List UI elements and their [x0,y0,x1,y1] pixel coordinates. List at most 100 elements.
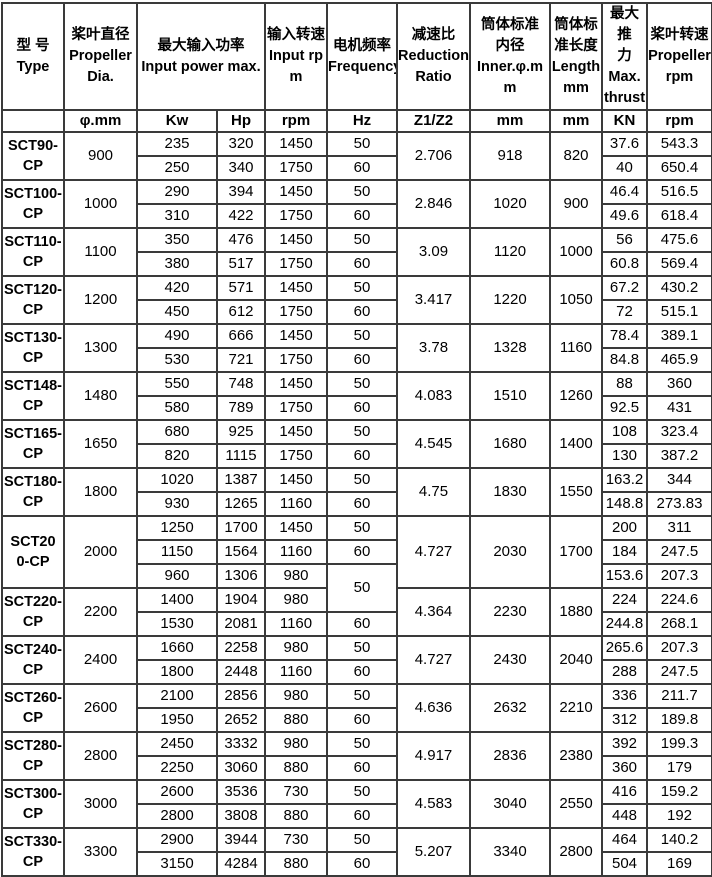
input-rpm-cell: 1160 [264,611,328,638]
hz-cell: 50 [326,515,398,542]
thrust-cell: 336 [601,683,648,710]
hz-cell: 50 [326,731,398,758]
col-header-input-power: 最大输入功率 Input power max. [136,1,266,112]
inner-dia-cell: 3340 [469,827,551,877]
table-row: SCT130- CP 1300 490 666 1450 50 3.78 1328 1160 78… [1,323,712,374]
hp-cell: 3332 [216,731,266,758]
length-cell: 1160 [549,323,603,374]
thrust-cell: 130 [601,443,648,470]
table-row: 820 1115 1750 60 130 387.2 [2,443,712,470]
propeller-rpm-cell: 247.5 [646,539,712,566]
propeller-rpm-cell: 516.5 [646,179,712,206]
model-cell: SCT300- CP [1,779,65,830]
input-rpm-cell: 1750 [264,299,328,326]
model-cell: SCT148- CP [1,371,65,422]
thrust-cell: 288 [601,659,648,686]
table-row: 310 422 1750 60 49.6 618.4 [2,203,712,230]
kw-cell: 3150 [136,851,218,877]
propeller-rpm-cell: 207.3 [646,635,712,662]
hz-cell: 60 [326,299,398,326]
hz-cell: 60 [326,707,398,734]
thrust-cell: 464 [601,827,648,854]
hp-cell: 789 [216,395,266,422]
kw-cell: 2100 [136,683,218,710]
thrust-cell: 84.8 [601,347,648,374]
reduction-ratio-cell: 3.78 [396,323,471,374]
length-cell: 1260 [549,371,603,422]
hp-cell: 2258 [216,635,266,662]
kw-cell: 1400 [136,587,218,614]
model-cell: SCT110- CP [1,227,65,278]
kw-cell: 2600 [136,779,218,806]
kw-cell: 550 [136,371,218,398]
model-cell: SCT90- CP [1,131,65,182]
thrust-cell: 148.8 [601,491,648,518]
kw-cell: 1950 [136,707,218,734]
propeller-dia-cell: 3300 [63,827,138,877]
col-header-model: 型 号 Type [1,1,65,112]
reduction-ratio-cell: 4.636 [396,683,471,734]
unit-hp: Hp [216,109,266,134]
hz-cell: 60 [326,203,398,230]
hz-cell: 60 [326,155,398,182]
hz-cell: 50 [326,275,398,302]
thrust-cell: 392 [601,731,648,758]
propeller-dia-cell: 1650 [63,419,138,470]
hp-cell: 3944 [216,827,266,854]
hz-cell: 50 [326,683,398,710]
hz-cell: 50 [326,179,398,206]
propeller-rpm-cell: 207.3 [646,563,712,590]
col-header-propeller-rpm: 桨叶转速 Propeller rpm [646,1,712,112]
hp-cell: 571 [216,275,266,302]
reduction-ratio-cell: 4.75 [396,467,471,518]
kw-cell: 350 [136,227,218,254]
input-rpm-cell: 1450 [264,371,328,398]
table-row: SCT148- CP 1480 550 748 1450 50 4.083 1510 1260 8… [1,371,712,422]
hp-cell: 2652 [216,707,266,734]
table-row: SCT300- CP 3000 2600 3536 730 50 4.583 3040 2550… [1,779,712,830]
length-cell: 2380 [549,731,603,782]
propeller-rpm-cell: 465.9 [646,347,712,374]
hp-cell: 3536 [216,779,266,806]
table-row: SCT165- CP 1650 680 925 1450 50 4.545 1680 1400 1… [1,419,712,470]
input-rpm-cell: 980 [264,731,328,758]
unit-mm-length: mm [549,109,603,134]
table-row: SCT110- CP 1100 350 476 1450 50 3.09 1120 1000 56… [1,227,712,278]
kw-cell: 380 [136,251,218,278]
hp-cell: 340 [216,155,266,182]
input-rpm-cell: 730 [264,827,328,854]
unit-mm-inner: mm [469,109,551,134]
kw-cell: 250 [136,155,218,182]
length-cell: 2040 [549,635,603,686]
thrust-cell: 312 [601,707,648,734]
model-cell: SCT180- CP [1,467,65,518]
hp-cell: 1564 [216,539,266,566]
table-row: SCT280- CP 2800 2450 3332 980 50 4.917 2836 2380… [1,731,712,782]
hp-cell: 476 [216,227,266,254]
thrust-cell: 153.6 [601,563,648,590]
kw-cell: 2900 [136,827,218,854]
inner-dia-cell: 1120 [469,227,551,278]
propeller-rpm-cell: 211.7 [646,683,712,710]
hp-cell: 2448 [216,659,266,686]
model-cell: SCT240- CP [1,635,65,686]
thrust-cell: 416 [601,779,648,806]
propeller-dia-cell: 1200 [63,275,138,326]
col-header-max-thrust: 最大推 力 Max. thrust [601,1,648,112]
reduction-ratio-cell: 4.545 [396,419,471,470]
inner-dia-cell: 2836 [469,731,551,782]
input-rpm-cell: 1450 [264,179,328,206]
kw-cell: 1660 [136,635,218,662]
hp-cell: 1387 [216,467,266,494]
table-row: 250 340 1750 60 40 650.4 [2,155,712,182]
reduction-ratio-cell: 4.364 [396,587,471,638]
propeller-rpm-cell: 159.2 [646,779,712,806]
propeller-dia-cell: 1800 [63,467,138,518]
input-rpm-cell: 1450 [264,275,328,302]
header-row: 型 号 Type 桨叶直径 Propeller Dia. 最大输入功率 Inpu… [1,1,712,112]
reduction-ratio-cell: 4.917 [396,731,471,782]
model-cell: SCT280- CP [1,731,65,782]
hp-cell: 422 [216,203,266,230]
table-row: 1530 2081 1160 60 244.8 268.1 [2,611,712,638]
